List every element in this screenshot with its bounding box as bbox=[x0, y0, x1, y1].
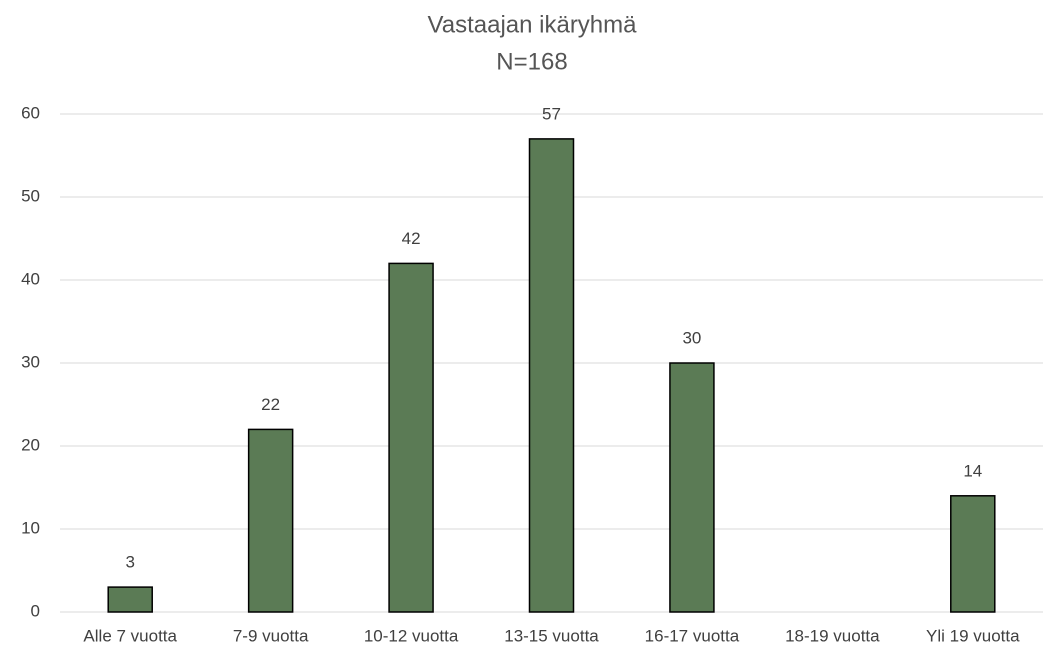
bar bbox=[107, 586, 153, 613]
x-tick-label: 7-9 vuotta bbox=[233, 626, 309, 645]
bar bbox=[247, 428, 294, 613]
y-tick-label: 40 bbox=[21, 269, 40, 288]
data-label: 14 bbox=[963, 461, 982, 480]
data-label: 3 bbox=[125, 553, 134, 572]
chart-subtitle: N=168 bbox=[496, 48, 567, 75]
y-tick-label: 10 bbox=[21, 518, 40, 537]
data-label: 30 bbox=[682, 328, 701, 347]
data-label: 22 bbox=[261, 395, 280, 414]
x-tick-label: 16-17 vuotta bbox=[645, 626, 740, 645]
x-tick-label: 10-12 vuotta bbox=[364, 626, 459, 645]
bar bbox=[388, 262, 434, 613]
y-tick-label: 50 bbox=[21, 186, 40, 205]
y-tick-label: 0 bbox=[31, 601, 40, 620]
data-label: 42 bbox=[402, 229, 421, 248]
y-tick-label: 30 bbox=[21, 352, 40, 371]
chart-title: Vastaajan ikäryhmä bbox=[428, 11, 638, 38]
x-tick-label: Alle 7 vuotta bbox=[83, 626, 177, 645]
y-tick-label: 60 bbox=[21, 103, 40, 122]
bar bbox=[950, 495, 996, 613]
y-tick-label: 20 bbox=[21, 435, 40, 454]
data-label: 57 bbox=[542, 104, 561, 123]
x-tick-label: 13-15 vuotta bbox=[504, 626, 599, 645]
bar bbox=[528, 138, 575, 613]
x-tick-label: Yli 19 vuotta bbox=[926, 626, 1020, 645]
bar bbox=[669, 362, 715, 613]
x-tick-label: 18-19 vuotta bbox=[785, 626, 880, 645]
